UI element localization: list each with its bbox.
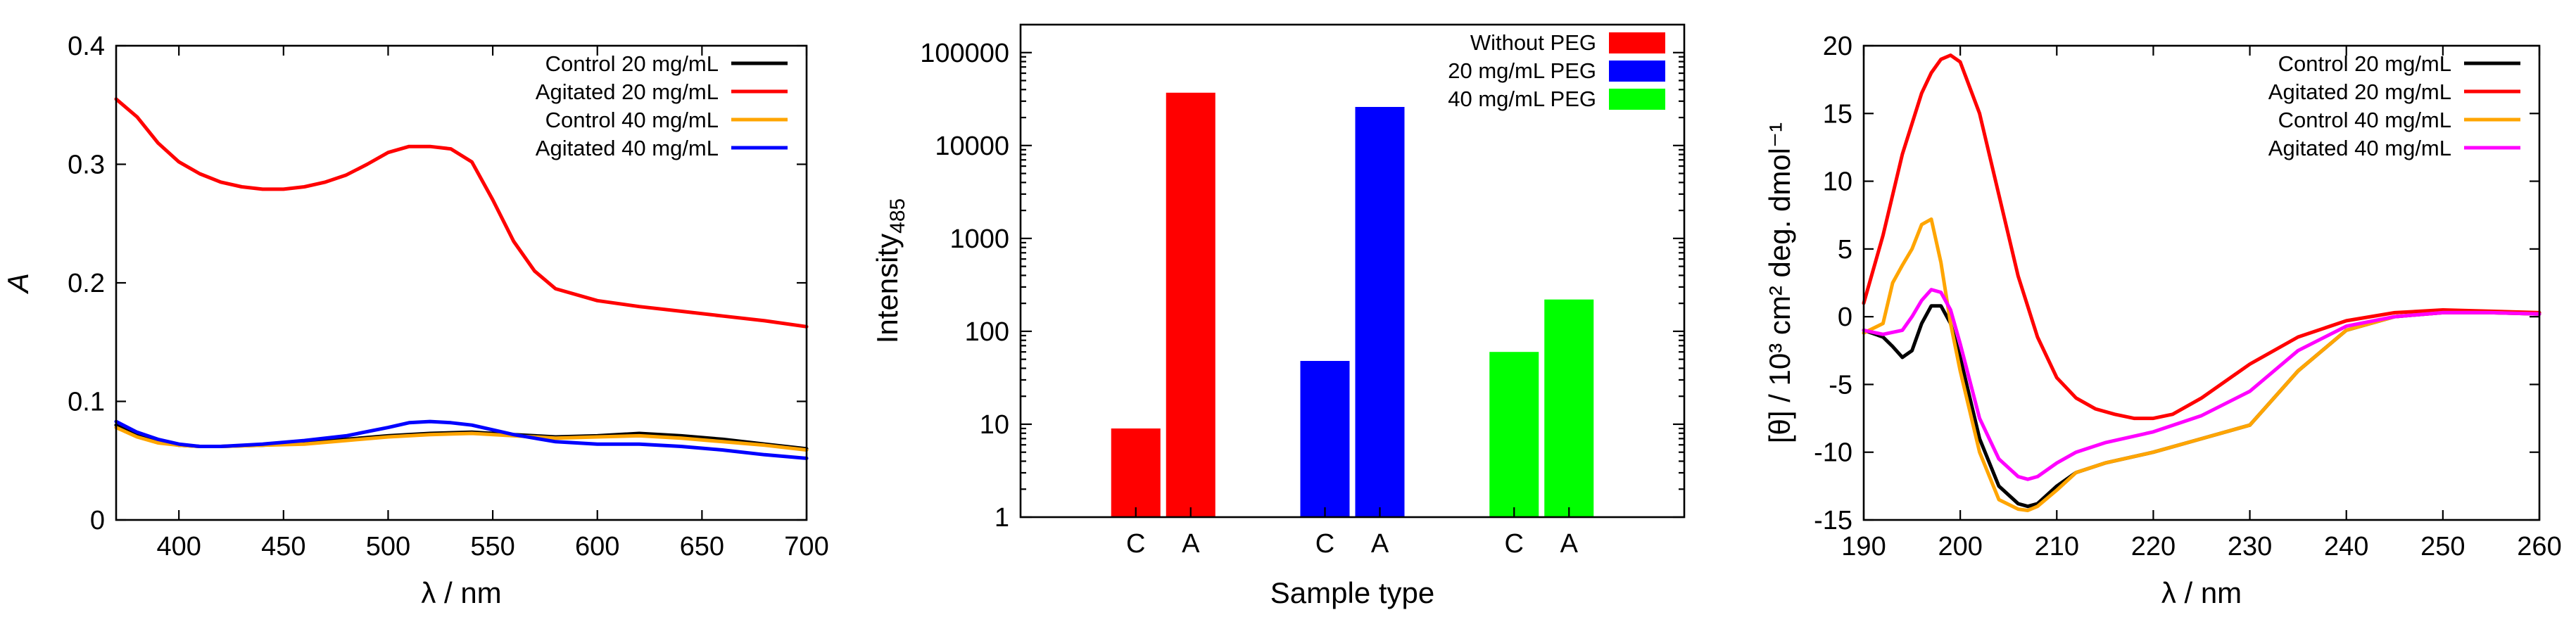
y-axis-label-subscript: 485	[886, 198, 909, 234]
x-tick-label: 250	[2420, 532, 2465, 561]
series-line-agitated-20-mg-ml	[1862, 53, 2542, 421]
x-tick-label: 230	[2228, 532, 2272, 561]
legend-label-0: Control 20 mg/mL	[545, 51, 719, 76]
y-tick-label: -10	[1814, 438, 1852, 468]
y-tick-label: 1	[995, 503, 1009, 533]
x-tick-label: 190	[1841, 532, 1886, 561]
legend-swatch-1	[1609, 61, 1665, 82]
legend-label-0: Control 20 mg/mL	[2278, 51, 2451, 76]
y-tick-label: 10	[1823, 167, 1852, 197]
y-tick-label: 5	[1838, 235, 1852, 265]
x-axis-label: λ / nm	[2161, 576, 2242, 609]
x-tick-label: 500	[366, 532, 410, 561]
legend-label-1: 20 mg/mL PEG	[1448, 58, 1596, 83]
legend-swatch-0	[1609, 32, 1665, 53]
x-tick-label: A	[1182, 529, 1200, 559]
x-tick-label: 600	[575, 532, 619, 561]
bar-40-mg-ml-peg-agitated	[1544, 299, 1594, 517]
y-tick-label: -5	[1829, 370, 1852, 400]
y-tick-label: 100000	[920, 39, 1009, 68]
bar-without-peg-control	[1111, 428, 1161, 517]
y-axis-label: A	[1, 273, 34, 295]
y-tick-label: 0	[90, 506, 105, 535]
y-axis-label: [θ] / 10³ cm² deg. dmol⁻¹	[1763, 122, 1796, 443]
x-tick-label: 400	[156, 532, 201, 561]
bar-40-mg-ml-peg-control	[1489, 352, 1539, 517]
y-tick-label: 1000	[949, 224, 1009, 254]
y-tick-label: 15	[1823, 99, 1852, 129]
legend-swatch-2	[1609, 89, 1665, 110]
x-tick-label: 260	[2517, 532, 2561, 561]
x-tick-label: 220	[2131, 532, 2176, 561]
legend-label-2: 40 mg/mL PEG	[1448, 87, 1596, 111]
legend-label-1: Agitated 20 mg/mL	[2268, 80, 2451, 104]
legend-label-3: Agitated 40 mg/mL	[2268, 136, 2451, 160]
x-tick-label: C	[1505, 529, 1524, 559]
bar-20-mg-ml-peg-agitated	[1355, 107, 1405, 518]
x-tick-label: 550	[470, 532, 514, 561]
series-line-agitated-40-mg-ml	[1862, 288, 2542, 481]
x-tick-label: A	[1371, 529, 1389, 559]
x-tick-label: 240	[2324, 532, 2368, 561]
cd-spectra-chart: 190 200 210 220 230 240 250 260 -15 -10 -5 0 5 10 15 20…	[1763, 32, 2562, 609]
legend-label-0: Without PEG	[1470, 30, 1596, 55]
bar-without-peg-agitated	[1166, 92, 1216, 517]
y-tick-label: 0	[1838, 303, 1852, 332]
y-tick-label: 20	[1823, 32, 1852, 61]
series-line-agitated-20-mg-ml	[114, 97, 809, 329]
plot-frame	[1862, 44, 2541, 521]
series-line-control-40-mg-ml	[1862, 217, 2542, 512]
x-tick-label: 450	[261, 532, 305, 561]
plot-frame	[1019, 23, 1686, 519]
y-tick-label: 10	[980, 410, 1009, 440]
y-tick-label: 0.1	[68, 388, 105, 417]
x-tick-label: C	[1315, 529, 1334, 559]
x-tick-label: C	[1126, 529, 1145, 559]
y-axis-label: Intensity485	[871, 198, 909, 343]
x-axis-label: λ / nm	[421, 576, 501, 609]
x-tick-label: 700	[784, 532, 828, 561]
y-tick-label: 10000	[935, 132, 1009, 161]
x-axis-label: Sample type	[1270, 576, 1434, 609]
legend-label-3: Agitated 40 mg/mL	[536, 136, 719, 160]
series-line-control-20-mg-ml	[1862, 304, 2542, 509]
x-tick-label: 650	[680, 532, 724, 561]
x-tick-label: A	[1560, 529, 1579, 559]
y-tick-label: 0.4	[68, 32, 105, 61]
bar-20-mg-ml-peg-control	[1300, 360, 1350, 517]
y-axis-label-main: Intensity	[871, 234, 904, 343]
series-line-agitated-40-mg-ml	[114, 419, 809, 460]
y-tick-label: -15	[1814, 506, 1852, 535]
legend-label-2: Control 40 mg/mL	[545, 108, 719, 132]
uv-absorbance-chart: 400 450 500 550 600 650 700 0 0.1 0.2 0.3 0.4 λ / nm…	[1, 32, 829, 609]
y-tick-label: 100	[965, 317, 1009, 347]
tht-intensity-bar-chart: C A C A C A 1 10 100 1000 10000 100000 Sample type In…	[871, 23, 1686, 609]
x-tick-label: 200	[1938, 532, 1982, 561]
legend-label-2: Control 40 mg/mL	[2278, 108, 2451, 132]
y-tick-label: 0.3	[68, 151, 105, 180]
y-tick-label: 0.2	[68, 269, 105, 298]
legend-label-1: Agitated 20 mg/mL	[536, 80, 719, 104]
x-tick-label: 210	[2035, 532, 2079, 561]
